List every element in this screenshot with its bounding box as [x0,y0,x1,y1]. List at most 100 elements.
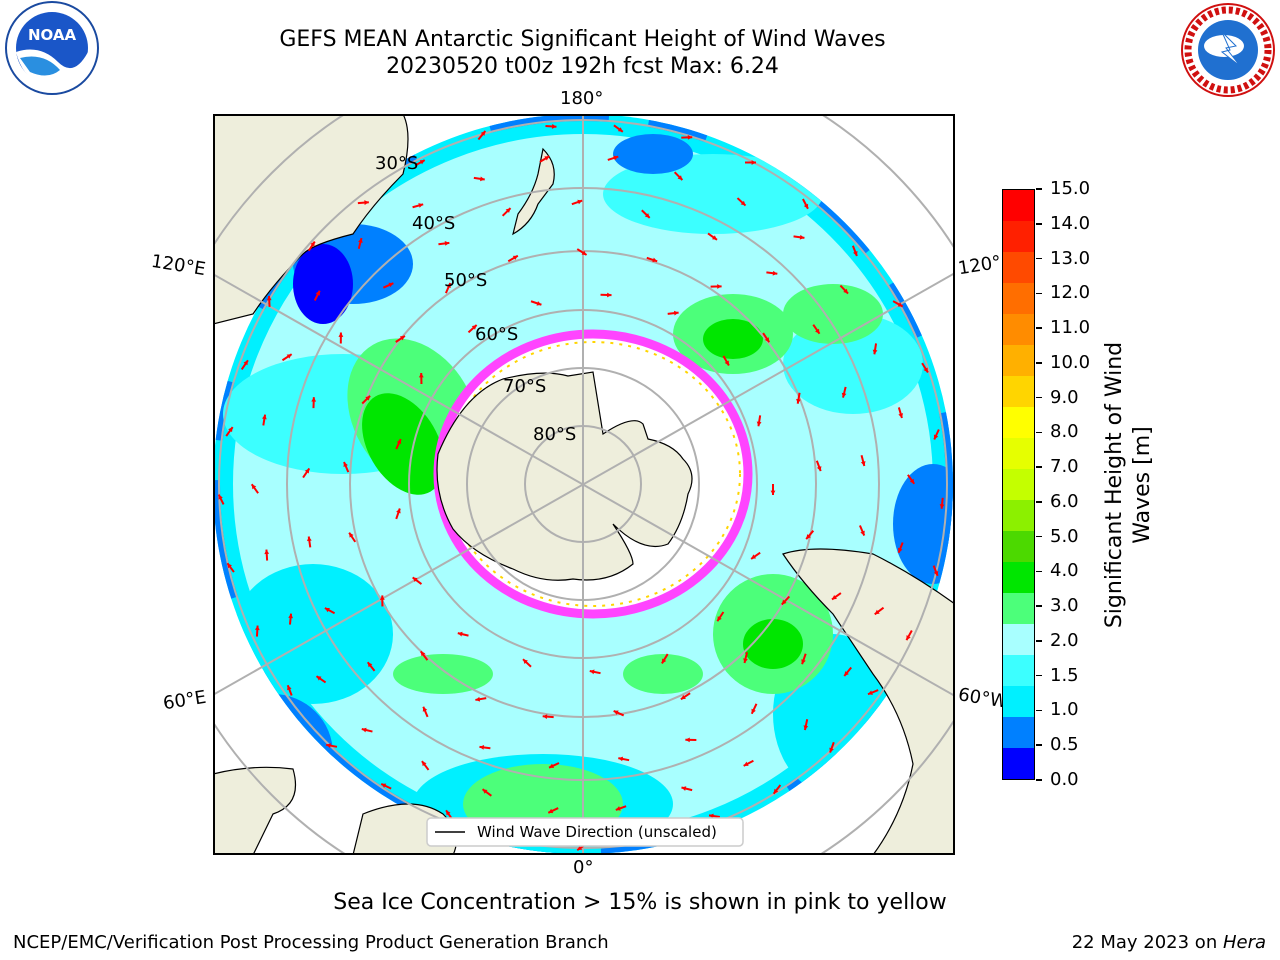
wind-arrow-head [536,301,542,306]
wind-arrow-head [338,332,344,337]
wind-arrow-head [939,504,945,509]
colorbar-tick-label: 4.0 [1050,560,1079,582]
wind-arrow-head [781,599,787,605]
wind-arrow-head [661,658,667,664]
wind-arrow-head [420,651,426,657]
map-legend [426,817,744,847]
wind-arrow-head [243,360,248,366]
colorbar-segment [1003,407,1034,438]
wind-arrow-head [751,708,756,714]
wind-arrow-head [446,810,451,816]
wind-arrow-head [287,685,292,691]
polar-map: 30°S 40°S 50°S 60°S 70°S 80°S Wind Wave … [213,114,955,855]
wind-arrow-head [505,208,511,213]
wind-arrow-head [365,395,371,401]
wind-arrow-head [680,694,686,700]
wind-arrow-head [549,763,555,768]
wind-arrow-head [872,349,878,355]
lon-label-60e: 60°E [161,686,208,715]
wind-arrow-head [613,155,619,161]
wind-arrow-head [815,328,820,334]
colorbar-tick-label: 5.0 [1050,525,1079,547]
colorbar-segment [1003,438,1034,469]
wind-arrow-head [841,392,847,398]
wind-arrow-head [613,710,619,715]
wind-arrow-head [343,462,348,468]
colorbar-segment [1003,531,1034,562]
lat-label-30s: 30°S [375,153,418,174]
colorbar-tick-mark [1036,431,1042,434]
wind-arrow-head [770,490,776,495]
wind-arrow-head [806,534,811,540]
wind-arrow-head [316,676,322,681]
colorbar-tick-mark [1036,223,1042,225]
colorbar-segment [1003,314,1034,345]
wind-arrow-head [266,295,272,301]
wind-arrow-head [843,288,849,294]
australia-landmass [213,114,409,325]
colorbar [1002,189,1035,780]
wind-arrow-head [831,594,837,600]
colorbar-label-line2: Waves [m] [1130,426,1155,544]
colorbar-tick-label: 10.0 [1050,351,1091,373]
colorbar-tick-mark [1036,674,1042,677]
wind-arrow-head [673,310,679,316]
wind-arrow-head [897,302,903,307]
credit-text: NCEP/EMC/Verification Post Processing Pr… [13,932,609,953]
wind-arrow-head [615,806,621,811]
colorbar-tick-mark [1036,466,1042,468]
nws-logo [1181,3,1275,97]
wind-arrow-head [860,461,866,466]
colorbar-segment [1003,686,1034,717]
lat-label-60s: 60°S [475,324,518,345]
south-america-landmass [782,548,955,855]
wind-arrow-head [419,160,425,165]
wind-arrow-head [801,659,806,665]
wind-arrow-head [756,421,762,427]
wind-arrow-head [874,609,880,615]
colorbar-tick-mark [1036,535,1042,538]
wind-arrow-head [326,743,331,748]
wind-arrow-head [381,783,387,788]
wind-arrow-head [681,786,687,791]
wind-arrow-head [446,283,451,289]
wind-arrow-head [712,235,717,240]
date-text: 22 May 2023 on [1071,932,1223,953]
wind-arrow-head [412,577,418,582]
wind-arrow-head [523,659,528,664]
colorbar-tick-mark [1036,779,1042,781]
wind-arrow-head [853,251,858,257]
colorbar-ticks: 15.0 14.0 13.0 12.0 11.0 10.0 9.0 8.0 7.0 6.0 5.0 4… [1036,178,1096,790]
wind-arrow-head [751,160,757,165]
antarctica-landmass [436,371,693,581]
wind-arrow-head [422,706,428,712]
colorbar-tick-mark [1036,327,1042,329]
wind-wave-arrows [217,124,945,852]
lat-label-70s: 70°S [503,376,546,397]
wind-arrow-head [751,554,757,559]
colorbar-tick-mark [1036,640,1042,642]
wind-arrow-head [652,257,658,263]
wind-arrow-head [764,337,770,343]
wind-arrow-head [399,335,405,341]
wind-arrow-head [898,547,903,553]
wind-arrow-head [644,213,650,218]
wind-arrow-head [577,845,583,851]
wind-arrow-head [803,725,809,731]
wind-arrow-head [358,238,363,243]
colorbar-segment [1003,655,1034,686]
wind-arrow-head [418,203,424,208]
wind-arrow-head [479,745,485,750]
wind-arrow-head [687,134,693,140]
wind-arrow-head [388,282,394,288]
wind-arrow-head [288,613,294,619]
wind-arrow-head [581,250,587,255]
wind-arrow-head [544,156,550,161]
wind-arrow-head [773,788,779,794]
wind-arrow-head [228,427,233,433]
wind-arrow-head [310,241,315,247]
wind-arrow-head [844,671,849,677]
machine-name: Hera [1222,932,1266,953]
wind-arrow-head [618,756,624,762]
colorbar-segment [1003,717,1034,748]
